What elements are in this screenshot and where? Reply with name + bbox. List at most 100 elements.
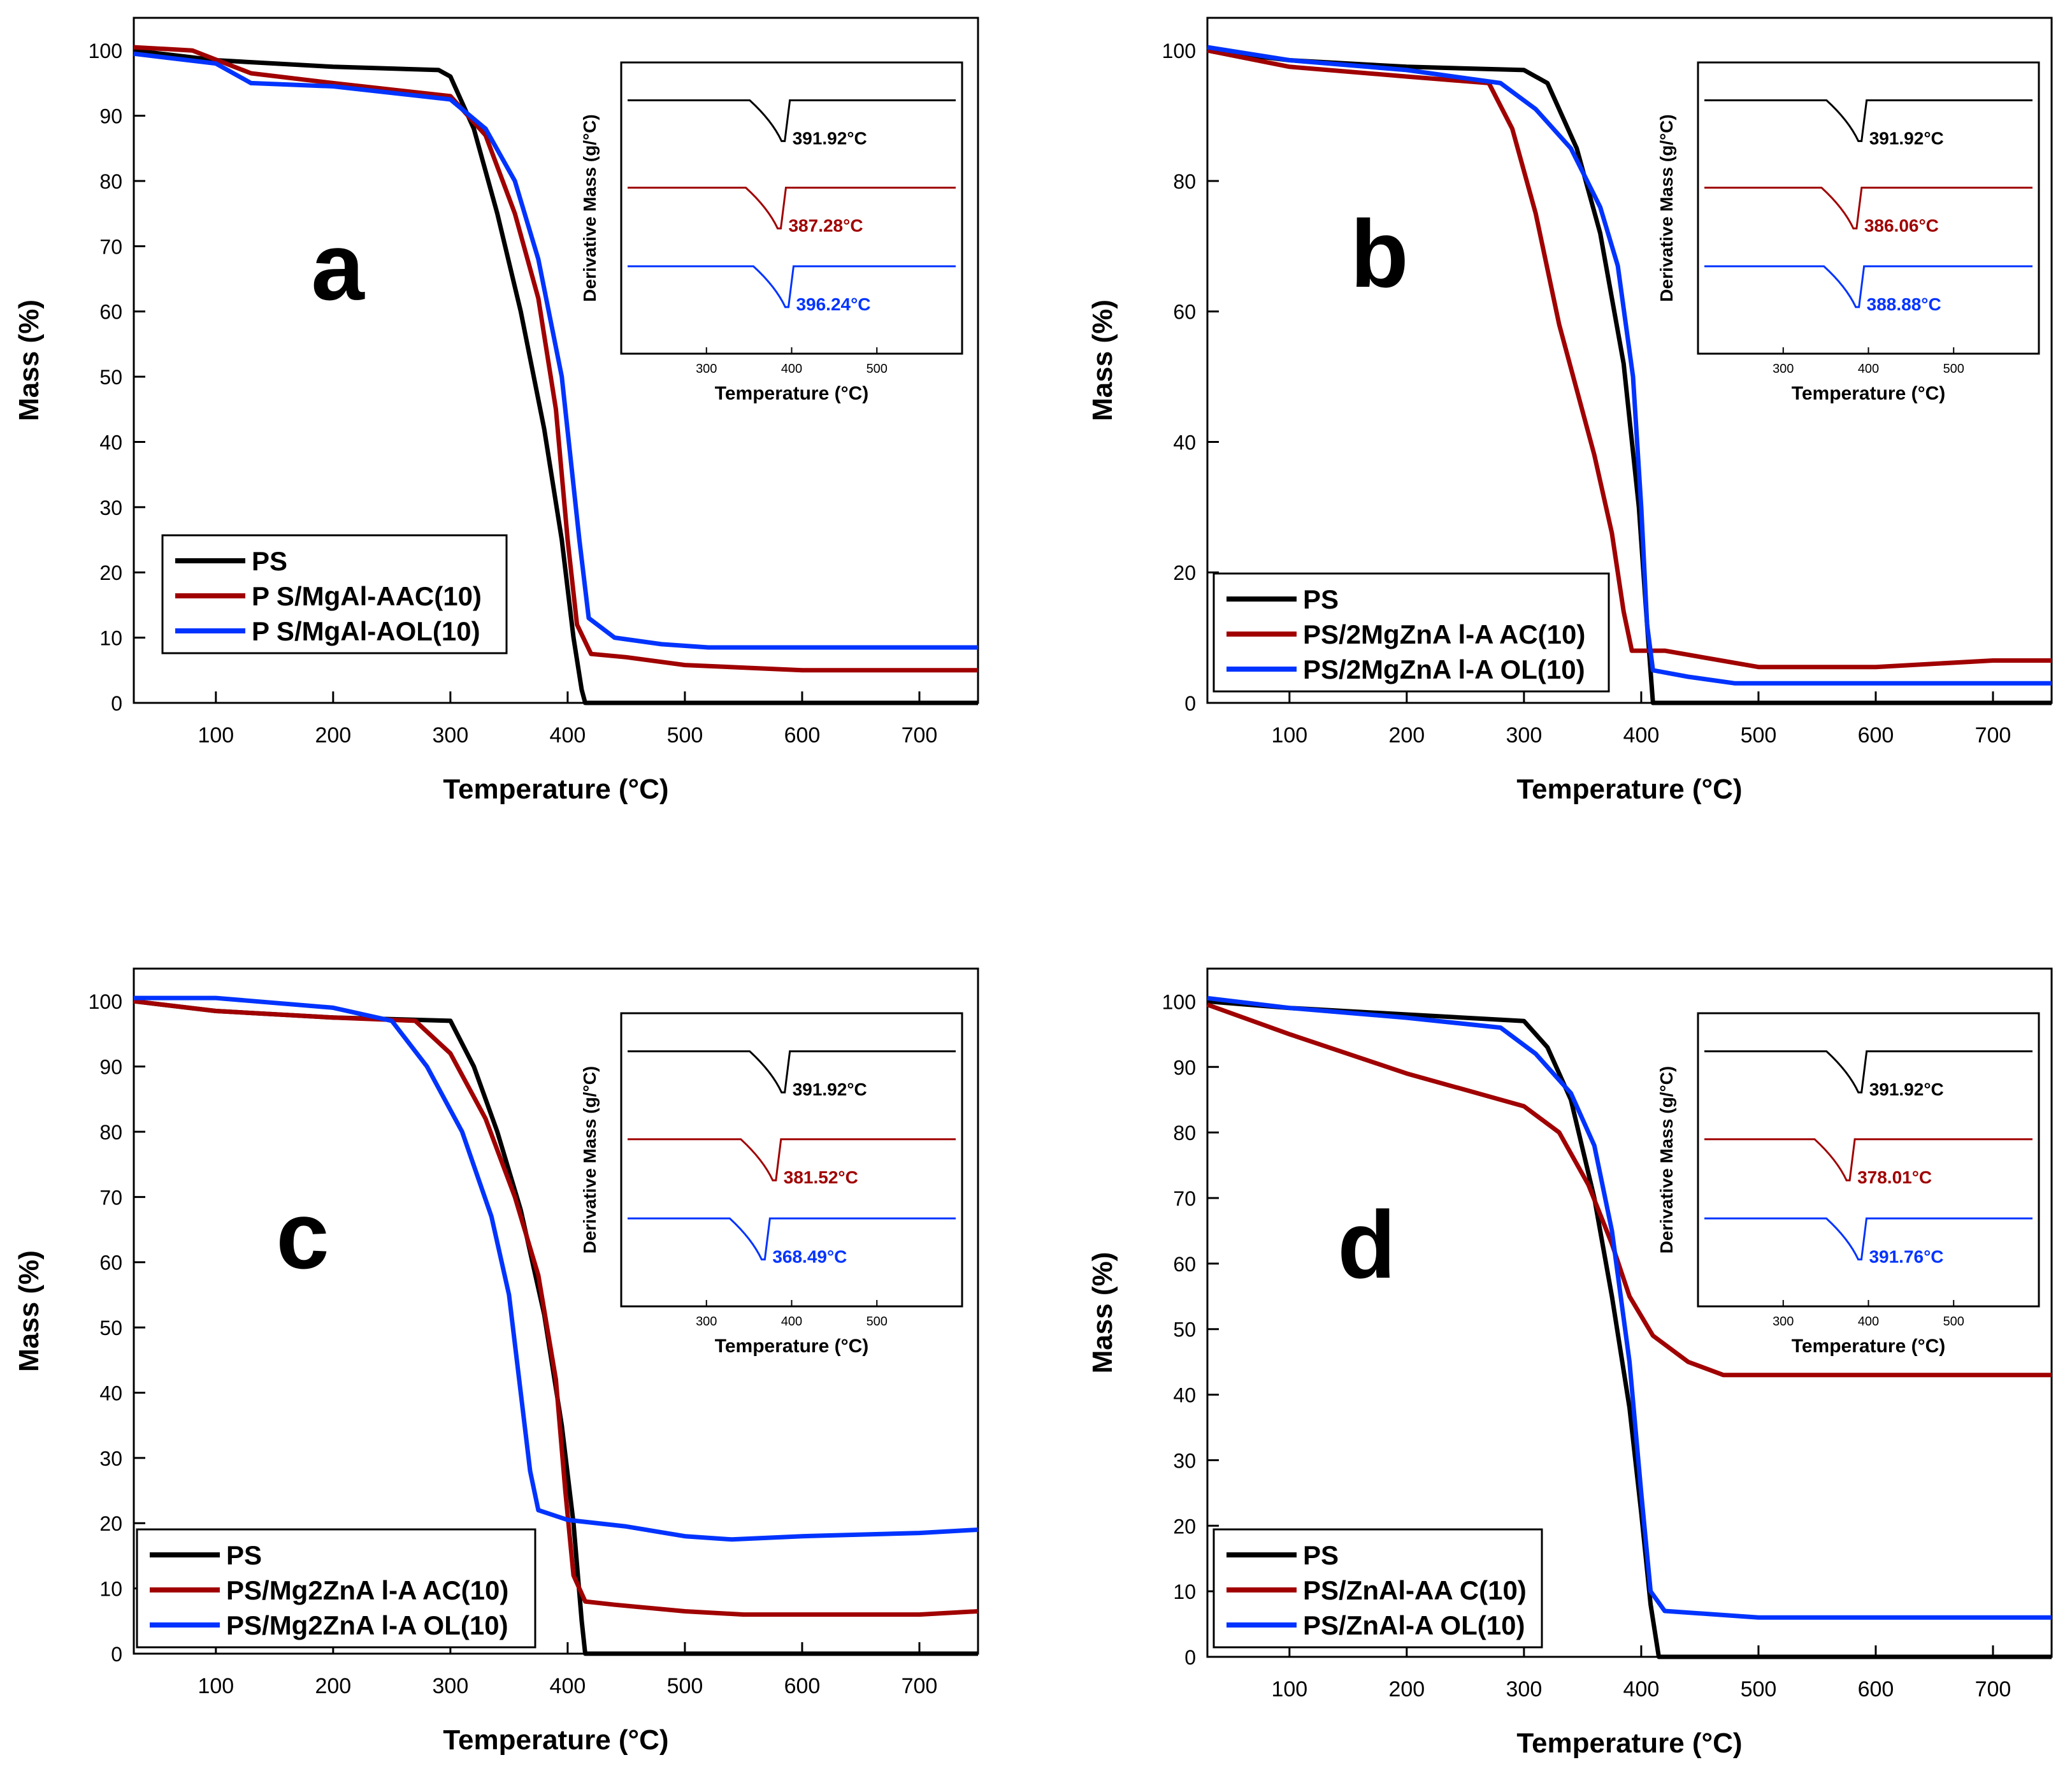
y-tick-label: 80 (1173, 1122, 1196, 1144)
x-tick-label: 500 (1741, 723, 1777, 747)
inset-x-label: Temperature (°C) (1792, 1336, 1945, 1357)
x-tick-label: 500 (667, 1674, 703, 1698)
y-tick-label: 30 (1173, 1449, 1196, 1472)
y-tick-label: 10 (99, 627, 122, 650)
panel-letter: b (1350, 200, 1409, 307)
y-tick-label: 20 (99, 1512, 122, 1535)
x-axis-label: Temperature (°C) (1516, 1728, 1742, 1759)
y-tick-label: 60 (99, 301, 122, 324)
y-tick-label: 30 (99, 496, 122, 519)
series-line-aac (133, 45, 978, 673)
y-tick-label: 80 (1173, 170, 1196, 193)
y-tick-label: 100 (89, 40, 122, 62)
series-line-aol (134, 995, 979, 1542)
legend-entry: PS/2MgZnA l-A OL(10) (1303, 654, 1585, 684)
y-tick-label: 40 (99, 1382, 122, 1404)
x-tick-label: 500 (667, 723, 703, 747)
inset-peak-label: 381.52°C (784, 1167, 858, 1187)
y-tick-label: 100 (89, 990, 122, 1013)
legend-entry: PS/2MgZnA l-A AC(10) (1303, 619, 1585, 649)
x-tick-label: 100 (198, 1674, 234, 1698)
y-tick-label: 60 (1173, 301, 1196, 324)
y-tick-label: 50 (1173, 1318, 1196, 1341)
chart-panel-c: 100 200 300 400 500 600 700 0 10 20 30 40 50 60 70 80 90… (13, 967, 979, 1756)
legend-entry: PS/Mg2ZnA l-A AC(10) (226, 1575, 508, 1605)
inset-x-tick-label: 300 (1773, 1315, 1794, 1329)
inset-x-tick-label: 500 (867, 1315, 888, 1329)
x-tick-label: 500 (1741, 1677, 1777, 1701)
x-tick-label: 400 (1623, 723, 1660, 747)
inset-x-tick-label: 300 (696, 1315, 717, 1329)
inset-y-label: Derivative Mass (g/°C) (580, 1066, 600, 1253)
y-tick-label: 10 (99, 1578, 122, 1601)
y-tick-label: 70 (99, 235, 122, 258)
y-tick-label: 50 (99, 366, 122, 389)
chart-panel-b: 100 200 300 400 500 600 700 0 20 40 60 80 100 Tempera… (1087, 17, 2053, 805)
y-tick-label: 10 (1173, 1580, 1196, 1603)
inset-peak-label: 368.49°C (772, 1246, 847, 1266)
legend-entry: PS (226, 1540, 262, 1570)
x-tick-label: 700 (902, 1674, 938, 1698)
inset-peak-label: 387.28°C (788, 215, 863, 235)
inset-dtg-d: 300 400 500 Temperature (°C) Derivative Mass… (1657, 1012, 2040, 1357)
inset-x-label: Temperature (°C) (1792, 383, 1945, 404)
y-tick-label: 90 (99, 1056, 122, 1079)
x-tick-label: 400 (550, 723, 586, 747)
y-tick-label: 0 (1184, 1646, 1196, 1669)
inset-x-tick-label: 500 (1943, 362, 1964, 376)
y-tick-label: 70 (99, 1186, 122, 1209)
y-tick-label: 0 (111, 1643, 122, 1666)
x-tick-label: 100 (1271, 723, 1307, 747)
inset-frame (1697, 1012, 2040, 1308)
y-tick-label: 100 (1162, 40, 1196, 62)
legend-entry: PS (252, 546, 287, 576)
inset-dtg-curve-aol (628, 265, 956, 308)
inset-dtg-curve-ps (1704, 1050, 2032, 1094)
y-tick-label: 40 (1173, 1384, 1196, 1407)
inset-x-tick-label: 400 (1858, 362, 1879, 376)
legend-entry: PS (1303, 584, 1339, 614)
y-tick-label: 90 (99, 105, 122, 128)
inset-dtg-curve-aac (628, 1138, 956, 1181)
x-tick-label: 300 (433, 723, 469, 747)
inset-y-label: Derivative Mass (g/°C) (580, 114, 600, 301)
y-tick-label: 30 (99, 1447, 122, 1470)
inset-dtg-curve-aac (1704, 1138, 2032, 1181)
x-tick-label: 700 (1975, 723, 2011, 747)
inset-x-label: Temperature (°C) (715, 383, 868, 404)
x-tick-label: 700 (1975, 1677, 2011, 1701)
panel-letter: a (311, 213, 365, 320)
y-tick-label: 70 (1173, 1187, 1196, 1210)
inset-peak-label: 391.92°C (1869, 1079, 1944, 1099)
legend-entry: PS/ZnAl-A OL(10) (1303, 1610, 1525, 1640)
inset-y-label: Derivative Mass (g/°C) (1657, 114, 1676, 301)
x-tick-label: 600 (1858, 723, 1894, 747)
series-line-aol (133, 51, 978, 650)
y-tick-label: 0 (1184, 692, 1196, 715)
inset-dtg-a: 300 400 500 Temperature (°C) Derivative Mass… (580, 61, 963, 404)
panel-letter: d (1337, 1191, 1396, 1298)
inset-x-tick-label: 400 (781, 362, 802, 376)
legend-entry: P S/MgAl-AAC(10) (252, 581, 482, 611)
x-tick-label: 600 (784, 723, 821, 747)
inset-x-tick-label: 300 (1773, 362, 1794, 376)
inset-peak-label: 378.01°C (1857, 1167, 1932, 1187)
x-tick-label: 200 (315, 1674, 351, 1698)
legend: PS PS/Mg2ZnA l-A AC(10) PS/Mg2ZnA l-A OL(1… (136, 1528, 536, 1649)
y-tick-label: 20 (99, 561, 122, 584)
plot-frame (1206, 967, 2053, 1658)
x-tick-label: 300 (1506, 723, 1543, 747)
x-tick-label: 400 (550, 1674, 586, 1698)
inset-peak-label: 396.24°C (796, 294, 870, 314)
series-line-aol (1207, 45, 2052, 686)
series-line-aac (1207, 48, 2052, 670)
inset-peak-label: 388.88°C (1867, 294, 1941, 314)
x-axis-label: Temperature (°C) (1516, 774, 1742, 805)
series-line-ps (133, 48, 978, 705)
x-tick-label: 700 (902, 723, 938, 747)
x-tick-label: 600 (1858, 1677, 1894, 1701)
inset-peak-label: 391.92°C (1869, 128, 1944, 148)
inset-dtg-b: 300 400 500 Temperature (°C) Derivative Mass… (1657, 61, 2040, 404)
inset-dtg-curve-ps (628, 1050, 956, 1094)
legend: PS PS/ZnAl-AA C(10) PS/ZnAl-A OL(10) (1212, 1528, 1543, 1649)
